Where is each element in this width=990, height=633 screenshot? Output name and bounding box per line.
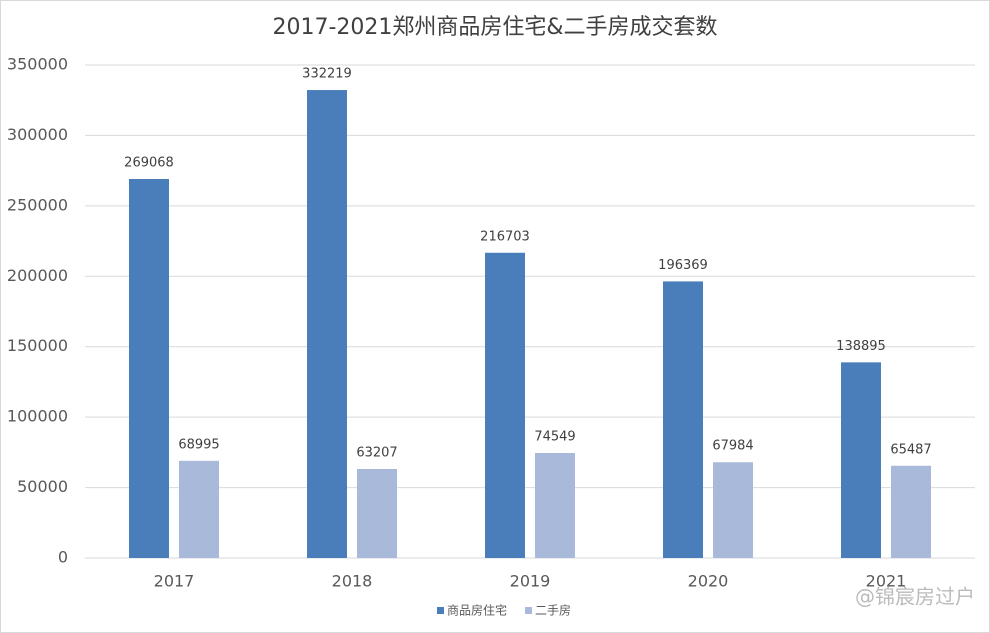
bar <box>357 468 397 558</box>
x-tick-label: 2021 <box>866 572 907 591</box>
value-label: 269068 <box>124 155 174 170</box>
value-label: 68995 <box>178 437 219 452</box>
legend-label: 商品房住宅 <box>447 603 507 618</box>
bar <box>307 90 347 558</box>
value-label: 63207 <box>356 445 397 460</box>
value-label: 74549 <box>534 429 575 444</box>
bar <box>713 462 753 558</box>
value-label: 138895 <box>836 339 886 354</box>
x-tick-label: 2020 <box>688 572 729 591</box>
x-tick-label: 2017 <box>154 572 195 591</box>
bar <box>841 362 881 558</box>
value-label: 67984 <box>712 439 753 454</box>
bar <box>535 452 575 558</box>
bar <box>485 252 525 558</box>
y-tick-label: 0 <box>58 548 68 567</box>
y-tick-label: 250000 <box>7 195 68 214</box>
value-label: 196369 <box>658 258 708 273</box>
y-tick-label: 350000 <box>7 55 68 74</box>
bar <box>663 281 703 558</box>
value-label: 65487 <box>890 442 931 457</box>
bar <box>129 178 169 558</box>
y-tick-label: 150000 <box>7 336 68 355</box>
y-tick-label: 300000 <box>7 125 68 144</box>
value-label: 216703 <box>480 229 530 244</box>
chart-title: 2017-2021郑州商品房住宅&二手房成交套数 <box>272 15 717 40</box>
bar <box>891 465 931 558</box>
y-tick-label: 200000 <box>7 266 68 285</box>
legend-label: 二手房 <box>535 603 571 618</box>
legend-swatch <box>525 607 533 614</box>
y-tick-label: 100000 <box>7 407 68 426</box>
legend-swatch <box>437 607 444 614</box>
y-tick-label: 50000 <box>17 477 68 496</box>
bar <box>179 460 219 558</box>
x-tick-label: 2018 <box>332 572 373 591</box>
watermark: @锦宸房过户 <box>855 585 975 609</box>
x-tick-label: 2019 <box>510 572 551 591</box>
value-label: 332219 <box>302 67 352 82</box>
